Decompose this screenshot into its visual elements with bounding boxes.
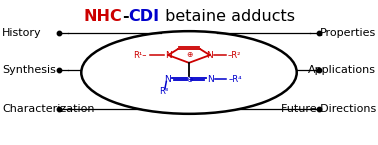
Text: Future Directions: Future Directions	[281, 105, 376, 114]
Text: N: N	[165, 51, 172, 60]
Text: ⊕: ⊕	[186, 50, 192, 59]
Text: N: N	[164, 75, 171, 84]
Text: –R²: –R²	[228, 51, 241, 60]
Text: ⊖: ⊖	[186, 75, 192, 84]
Text: R³: R³	[159, 87, 168, 96]
Text: N: N	[206, 51, 213, 60]
Text: Properties: Properties	[320, 28, 376, 38]
Text: -: -	[122, 9, 129, 24]
Text: Synthesis: Synthesis	[2, 65, 56, 75]
Text: R¹–: R¹–	[133, 51, 147, 60]
Text: CDI: CDI	[129, 9, 160, 24]
Text: NHC: NHC	[83, 9, 122, 24]
Text: betaine adducts: betaine adducts	[160, 9, 295, 24]
Text: Applications: Applications	[308, 65, 376, 75]
Text: Characterization: Characterization	[2, 105, 94, 114]
Text: –R⁴: –R⁴	[228, 75, 242, 84]
Text: History: History	[2, 28, 42, 38]
Text: N: N	[207, 75, 214, 84]
